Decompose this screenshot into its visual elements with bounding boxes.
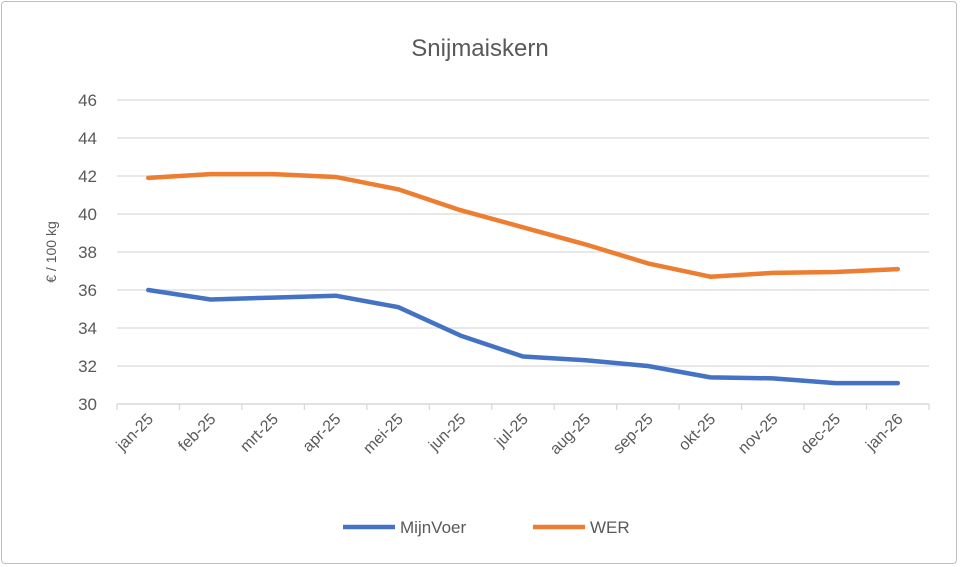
x-tick-label: jul-25 <box>491 411 531 451</box>
x-tick-label: okt-25 <box>676 411 720 455</box>
x-tick-label: dec-25 <box>798 411 845 458</box>
series-line-mijnvoer <box>145 287 901 386</box>
x-tick-label: feb-25 <box>175 411 219 455</box>
x-tick-label: mei-25 <box>360 411 407 458</box>
x-tick-label: nov-25 <box>735 411 782 458</box>
y-tick-label: 34 <box>78 319 97 338</box>
legend-label: WER <box>590 518 630 537</box>
x-tick-label: jan-26 <box>862 411 906 455</box>
y-tick-label: 38 <box>78 243 97 262</box>
y-tick-label: 30 <box>78 395 97 414</box>
y-tick-label: 42 <box>78 167 97 186</box>
x-tick-label: jan-25 <box>113 411 157 455</box>
x-tick-label: apr-25 <box>300 411 345 456</box>
x-tick-label: aug-25 <box>547 411 594 458</box>
y-tick-label: 36 <box>78 281 97 300</box>
y-axis-label: € / 100 kg <box>43 221 59 283</box>
x-tick-label: jun-25 <box>425 411 469 455</box>
y-tick-label: 40 <box>78 205 97 224</box>
chart-title: Snijmaiskern <box>411 35 548 62</box>
y-tick-label: 44 <box>78 129 97 148</box>
y-tick-label: 46 <box>78 91 97 110</box>
series-line-wer <box>145 171 901 279</box>
legend-label: MijnVoer <box>400 518 466 537</box>
x-tick-label: mrt-25 <box>237 411 282 456</box>
y-tick-label: 32 <box>78 357 97 376</box>
x-tick-label: sep-25 <box>610 411 657 458</box>
